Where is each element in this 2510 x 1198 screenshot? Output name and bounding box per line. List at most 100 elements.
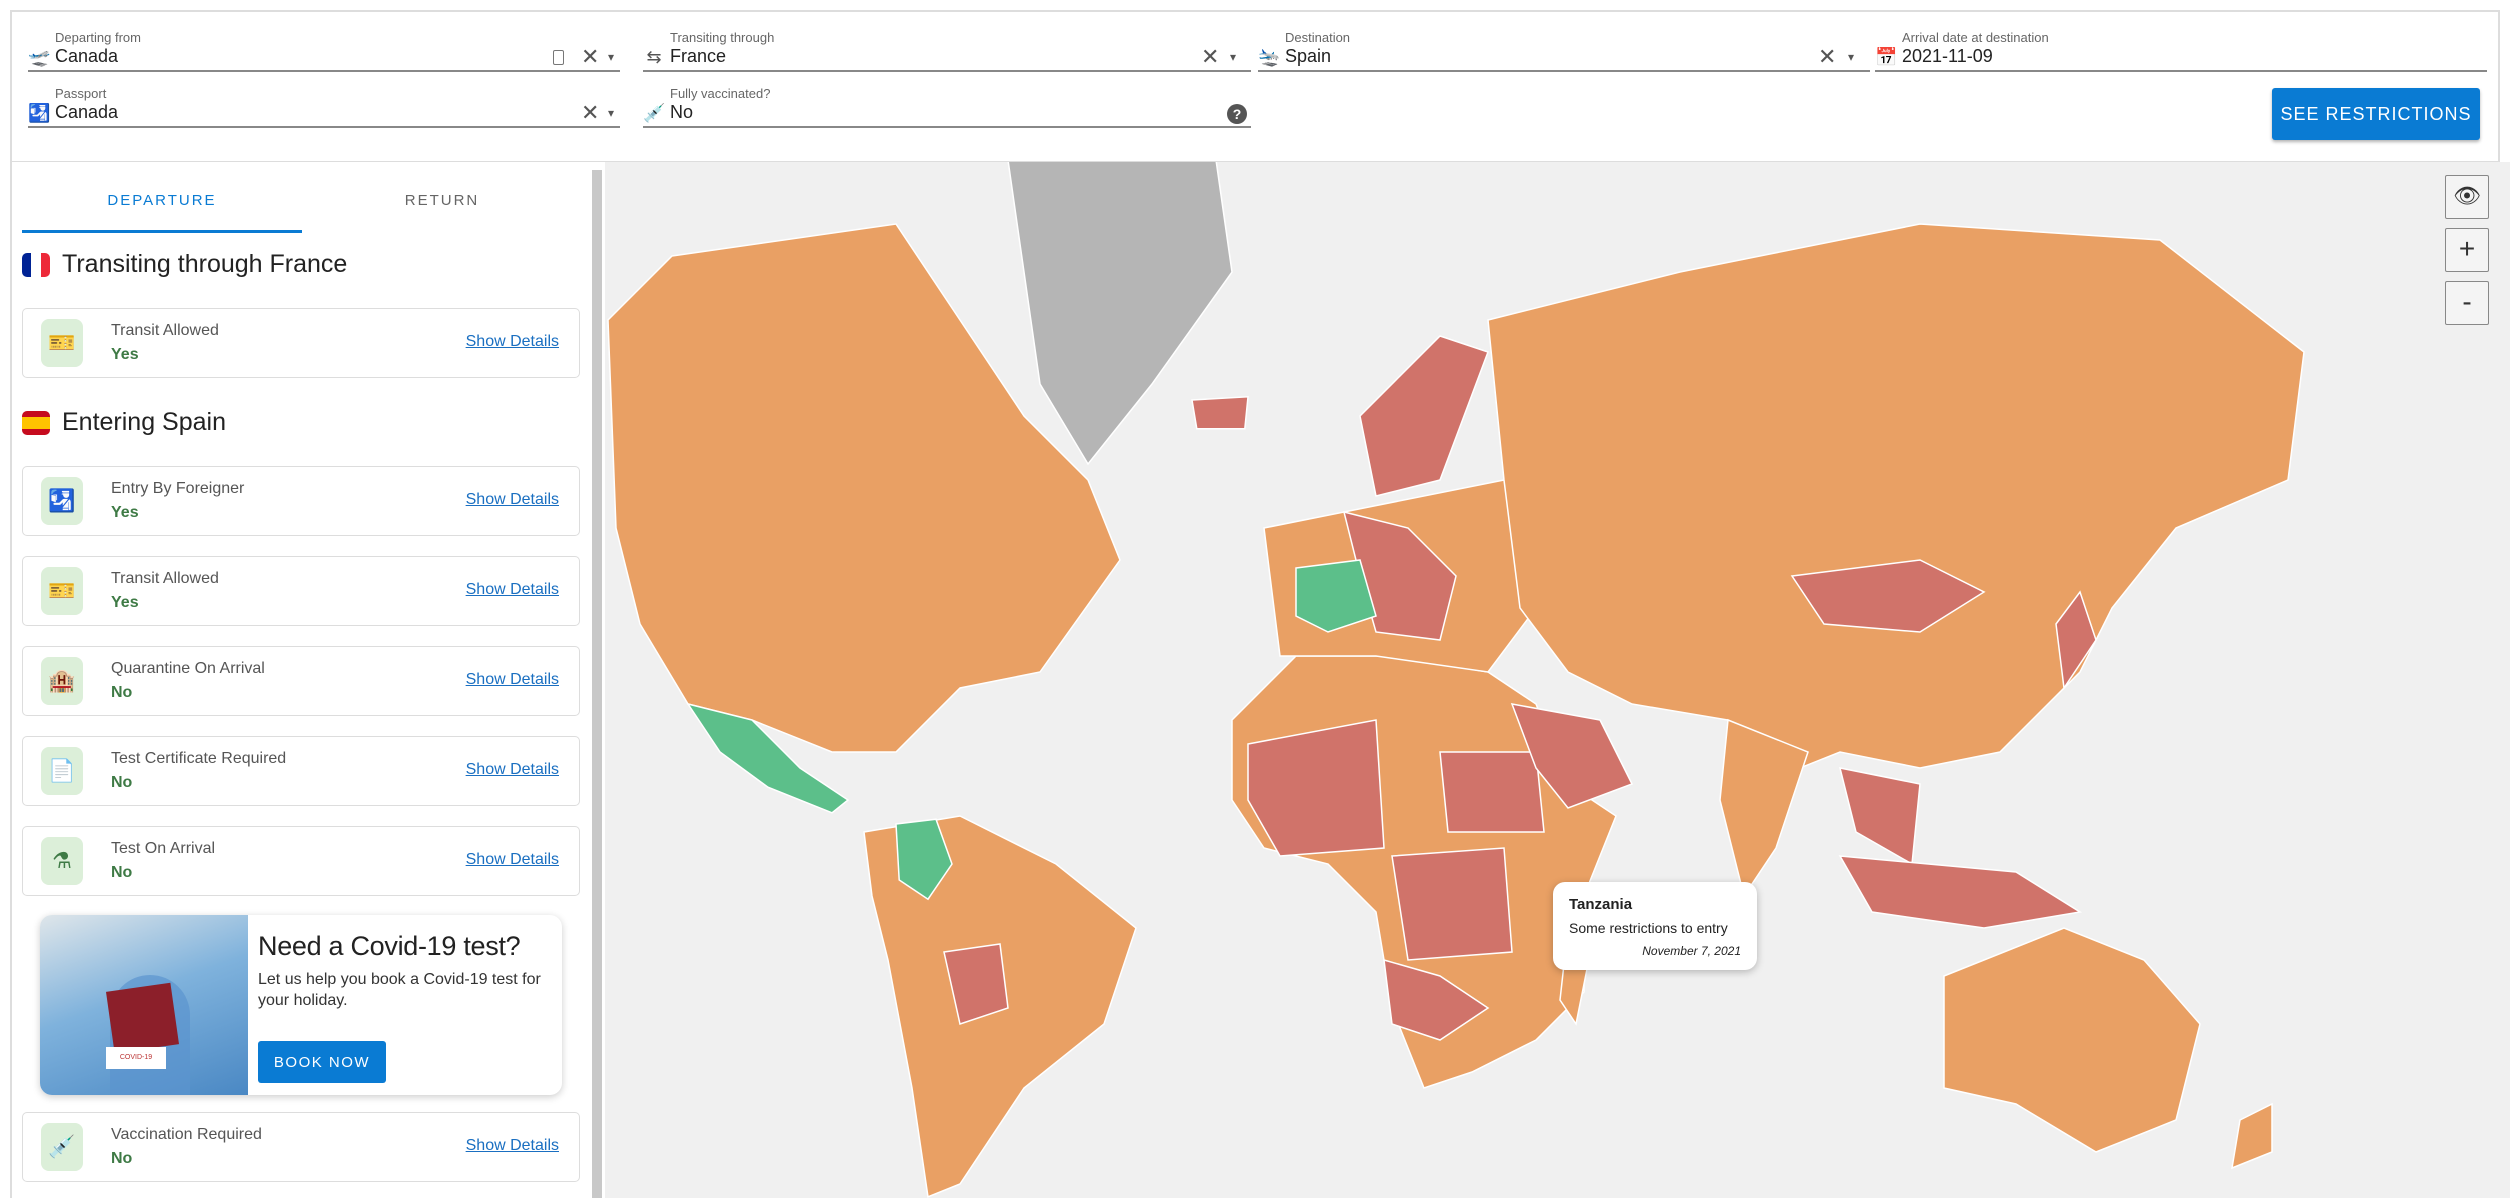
passport-field[interactable]: 🛂 Passport Canada ✕ ▾ xyxy=(28,80,620,128)
chevron-down-icon[interactable]: ▾ xyxy=(1848,50,1855,64)
calendar-icon: 📅 xyxy=(1875,47,1898,67)
country-north-america[interactable] xyxy=(607,223,1121,753)
country-southern-africa[interactable] xyxy=(1383,958,1490,1041)
covid-test-ad: COVID-19 Need a Covid-19 test? Let us he… xyxy=(40,915,562,1095)
country-greenland[interactable] xyxy=(1007,162,1233,466)
show-details-link[interactable]: Show Details xyxy=(465,761,559,778)
world-map[interactable] xyxy=(605,162,2510,1198)
chevron-down-icon[interactable]: ▾ xyxy=(1230,50,1237,64)
tooltip-date: November 7, 2021 xyxy=(1642,944,1741,958)
country-colombia[interactable] xyxy=(895,818,953,901)
restriction-value: No xyxy=(111,1150,133,1167)
destination-field[interactable]: 🛬 Destination Spain ✕ ▾ xyxy=(1258,24,1870,72)
ticket-icon: 🎫 xyxy=(41,567,83,615)
see-restrictions-button[interactable]: SEE RESTRICTIONS xyxy=(2272,88,2480,140)
clear-icon[interactable]: ✕ xyxy=(1201,44,1220,69)
country-bolivia[interactable] xyxy=(943,943,1009,1025)
country-france[interactable] xyxy=(1295,559,1377,633)
restriction-value: No xyxy=(111,774,133,791)
country-japan[interactable] xyxy=(2055,590,2097,691)
show-details-link[interactable]: Show Details xyxy=(465,581,559,598)
country-scandinavia[interactable] xyxy=(1359,335,1489,497)
visibility-toggle-eye-icon[interactable]: 👁 xyxy=(2445,175,2489,219)
chevron-down-icon[interactable]: ▾ xyxy=(608,50,615,64)
country-mongolia[interactable] xyxy=(1790,559,1986,633)
book-now-button[interactable]: BOOK NOW xyxy=(258,1041,386,1083)
section-title: Transiting through France xyxy=(62,250,348,278)
field-label: Fully vaccinated? xyxy=(670,86,771,101)
country-central-africa[interactable] xyxy=(1391,847,1513,961)
field-value: Canada xyxy=(55,46,119,66)
country-mexico[interactable] xyxy=(686,702,850,814)
chevron-down-icon[interactable]: ▾ xyxy=(608,106,615,120)
field-label: Departing from xyxy=(55,30,141,45)
spain-flag-icon xyxy=(22,410,50,435)
zoom-out-button[interactable]: - xyxy=(2445,281,2489,325)
show-details-link[interactable]: Show Details xyxy=(465,333,559,350)
country-new-zealand[interactable] xyxy=(2231,1102,2273,1170)
tab-departure[interactable]: DEPARTURE xyxy=(107,192,217,209)
restriction-card: 🎫 Transit Allowed Yes Show Details xyxy=(22,556,580,626)
world-map-svg[interactable] xyxy=(605,162,2510,1198)
field-value: 2021-11-09 xyxy=(1902,46,1993,66)
country-asia[interactable] xyxy=(1487,223,2305,785)
restriction-title: Transit Allowed xyxy=(111,322,219,339)
restriction-title: Quarantine On Arrival xyxy=(111,660,265,677)
section-heading-entry: Entering Spain xyxy=(22,408,226,437)
restriction-card: 🎫 Transit Allowed Yes Show Details xyxy=(22,308,580,378)
quarantine-icon: 🏨 xyxy=(41,657,83,705)
fully-vaccinated-field[interactable]: 💉 Fully vaccinated? No ? xyxy=(643,80,1251,128)
restriction-card: 💉 Vaccination Required No Show Details xyxy=(22,1112,580,1182)
show-details-link[interactable]: Show Details xyxy=(465,1137,559,1154)
field-label: Destination xyxy=(1285,30,1351,45)
help-icon[interactable]: ? xyxy=(1227,104,1247,124)
country-iceland[interactable] xyxy=(1191,396,1249,430)
country-australia[interactable] xyxy=(1943,927,2201,1153)
show-details-link[interactable]: Show Details xyxy=(465,851,559,868)
restriction-title: Test On Arrival xyxy=(111,840,216,857)
clear-icon[interactable]: ✕ xyxy=(581,44,600,69)
transiting-through-field[interactable]: ⇆ Transiting through France ✕ ▾ xyxy=(643,24,1251,72)
france-flag-icon xyxy=(22,252,50,277)
restriction-value: Yes xyxy=(111,504,139,521)
field-value: Spain xyxy=(1285,46,1332,66)
ad-text: Let us help you book a Covid-19 test for… xyxy=(258,971,541,1009)
tab-return[interactable]: RETURN xyxy=(404,192,480,209)
arrival-date-field[interactable]: 📅 Arrival date at destination 2021-11-09 xyxy=(1875,24,2487,72)
passport-icon: 🛂 xyxy=(28,103,51,123)
ad-title: Need a Covid-19 test? xyxy=(258,931,521,961)
country-indonesia[interactable] xyxy=(1838,855,2083,929)
show-details-link[interactable]: Show Details xyxy=(465,671,559,688)
zoom-in-button[interactable]: + xyxy=(2445,228,2489,272)
id-card-icon xyxy=(553,50,564,65)
restriction-title: Transit Allowed xyxy=(111,570,219,587)
country-southeast-asia[interactable] xyxy=(1838,767,1921,866)
restriction-card: 🏨 Quarantine On Arrival No Show Details xyxy=(22,646,580,716)
restriction-card: 📄 Test Certificate Required No Show Deta… xyxy=(22,736,580,806)
restriction-title: Vaccination Required xyxy=(111,1126,262,1143)
restriction-title: Test Certificate Required xyxy=(111,750,287,767)
field-value: Canada xyxy=(55,102,119,122)
restriction-card: 🛂 Entry By Foreigner Yes Show Details xyxy=(22,466,580,536)
country-india[interactable] xyxy=(1719,718,1809,898)
map-tooltip: Tanzania Some restrictions to entry Nove… xyxy=(1553,882,1757,970)
country-sahel[interactable] xyxy=(1247,719,1385,857)
show-details-link[interactable]: Show Details xyxy=(465,491,559,508)
field-label: Passport xyxy=(55,86,107,101)
restrictions-sidebar: DEPARTURE RETURN Transiting through Fran… xyxy=(10,162,600,1198)
restriction-title: Entry By Foreigner xyxy=(111,480,245,497)
ticket-icon: 🎫 xyxy=(41,319,83,367)
field-value: No xyxy=(670,102,694,122)
clear-icon[interactable]: ✕ xyxy=(1818,44,1837,69)
restriction-value: No xyxy=(111,684,133,701)
clear-icon[interactable]: ✕ xyxy=(581,100,600,125)
transit-route-icon: ⇆ xyxy=(646,47,662,67)
departing-from-field[interactable]: 🛫 Departing from Canada ✕ ▾ xyxy=(28,24,620,72)
country-east-africa[interactable] xyxy=(1439,751,1545,833)
country-saudi-arabia[interactable] xyxy=(1510,703,1634,809)
sidebar-scrollbar[interactable] xyxy=(592,170,602,1198)
restriction-value: No xyxy=(111,864,133,881)
section-title: Entering Spain xyxy=(62,408,227,436)
passport-icon: 🛂 xyxy=(41,477,83,525)
search-panel xyxy=(10,10,2500,162)
